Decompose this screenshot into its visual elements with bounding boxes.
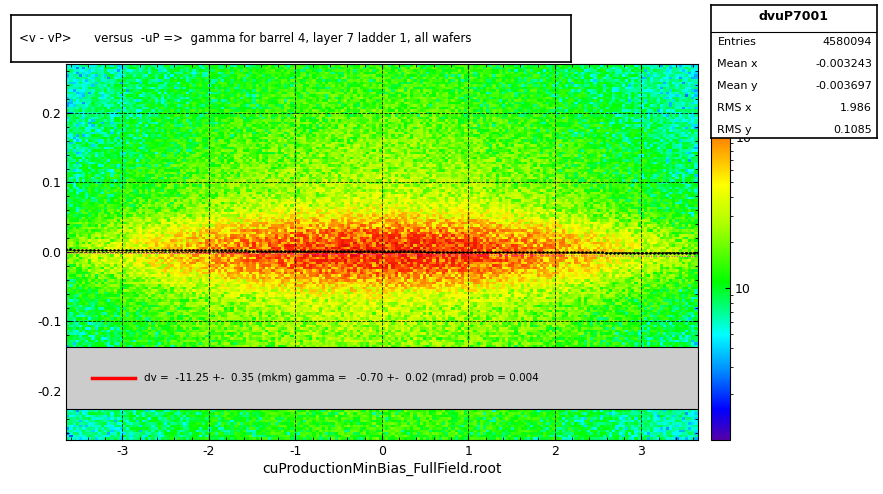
Text: Mean x: Mean x xyxy=(718,59,758,69)
Text: 0.1085: 0.1085 xyxy=(833,125,872,135)
Text: RMS y: RMS y xyxy=(718,125,752,135)
Bar xyxy=(66,347,698,409)
Text: Mean y: Mean y xyxy=(718,82,758,91)
Text: 4580094: 4580094 xyxy=(822,37,872,47)
Text: dvuP7001: dvuP7001 xyxy=(758,10,829,23)
Text: dv =  -11.25 +-  0.35 (mkm) gamma =   -0.70 +-  0.02 (mrad) prob = 0.004: dv = -11.25 +- 0.35 (mkm) gamma = -0.70 … xyxy=(144,373,539,383)
Text: Entries: Entries xyxy=(718,37,757,47)
Text: -0.003697: -0.003697 xyxy=(815,82,872,91)
Text: 1.986: 1.986 xyxy=(840,103,872,113)
Text: <v - vP>      versus  -uP =>  gamma for barrel 4, layer 7 ladder 1, all wafers: <v - vP> versus -uP => gamma for barrel … xyxy=(19,32,472,45)
X-axis label: cuProductionMinBias_FullField.root: cuProductionMinBias_FullField.root xyxy=(262,462,502,476)
Text: -0.003243: -0.003243 xyxy=(815,59,872,69)
Text: RMS x: RMS x xyxy=(718,103,752,113)
